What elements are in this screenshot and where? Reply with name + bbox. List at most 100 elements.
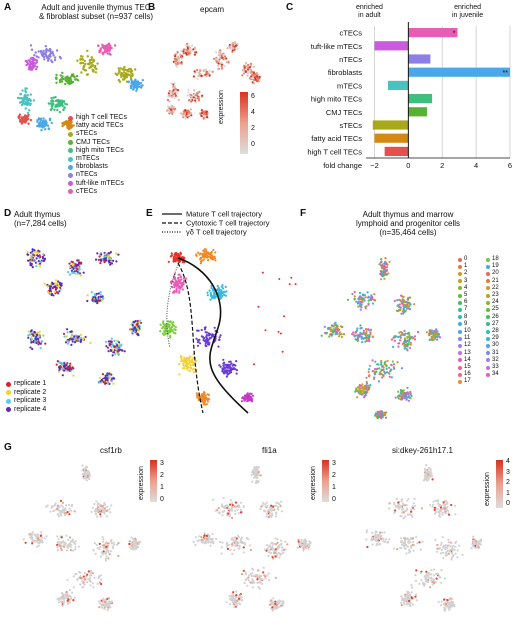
cell-point <box>41 122 44 126</box>
cell-point <box>26 94 30 97</box>
cell-point <box>413 497 416 500</box>
legend-swatch <box>486 293 490 298</box>
cell-point <box>229 499 232 502</box>
cell-point <box>278 503 281 506</box>
cell-point <box>116 543 119 546</box>
cell-point <box>107 549 110 553</box>
cell-point <box>257 586 260 589</box>
cell-point <box>106 346 110 349</box>
cluster-label: 12 <box>464 342 471 349</box>
cell-point <box>30 63 33 66</box>
cell-point <box>196 77 199 80</box>
cell-point <box>37 544 40 547</box>
cell-point <box>356 396 359 399</box>
cell-point <box>204 248 207 251</box>
cluster-label: 10 <box>464 328 471 334</box>
cell-point <box>27 336 30 339</box>
cell-point <box>36 119 39 122</box>
cell-point <box>111 342 114 345</box>
legend-swatch <box>486 365 490 370</box>
cell-point <box>175 88 178 91</box>
cluster-legend-item: 23 <box>486 292 499 299</box>
cell-point <box>264 329 267 332</box>
cell-point <box>232 367 235 370</box>
cell-point <box>75 74 79 78</box>
cell-point <box>36 533 40 536</box>
cell-point <box>182 364 185 367</box>
cell-point <box>234 512 237 515</box>
cell-point <box>73 337 77 340</box>
cell-point <box>382 412 385 415</box>
cell-point <box>420 507 424 510</box>
cell-point <box>84 474 87 477</box>
cell-point <box>93 293 96 296</box>
cell-point <box>37 541 40 544</box>
cell-point <box>397 395 400 398</box>
cluster-label: 20 <box>492 270 499 277</box>
cell-point <box>45 49 49 52</box>
cell-point <box>395 309 398 312</box>
cell-point <box>27 330 30 333</box>
cell-point <box>367 339 370 342</box>
cell-point <box>448 513 451 516</box>
cell-point <box>438 511 441 514</box>
cell-point <box>94 512 97 515</box>
cell-point <box>81 55 84 58</box>
cell-point <box>247 63 250 66</box>
cell-point <box>65 103 69 106</box>
cell-point <box>439 506 442 509</box>
cell-point <box>369 298 373 301</box>
cell-point <box>383 531 386 534</box>
cell-point <box>190 100 193 103</box>
cell-point <box>108 342 111 345</box>
cell-point <box>220 63 224 66</box>
cell-point <box>63 366 66 369</box>
cell-point <box>383 277 386 280</box>
cell-point <box>48 117 52 121</box>
cell-point <box>359 387 363 390</box>
cell-point <box>38 333 41 336</box>
cell-point <box>211 333 214 336</box>
cell-point <box>22 538 25 541</box>
cell-point <box>213 293 216 296</box>
cell-point <box>196 344 200 347</box>
cell-point <box>31 259 34 262</box>
cell-point <box>62 602 65 605</box>
cell-point <box>232 44 235 48</box>
cell-point <box>181 288 184 291</box>
cell-point <box>431 505 434 508</box>
cell-point <box>79 336 83 339</box>
cell-point <box>181 113 184 116</box>
cell-point <box>31 347 34 351</box>
cell-point <box>237 504 240 507</box>
cell-point <box>215 537 218 540</box>
cell-point <box>244 70 247 73</box>
cell-point <box>403 347 406 350</box>
cell-point <box>112 377 115 380</box>
cell-point <box>51 283 54 286</box>
cell-point <box>404 343 407 346</box>
cell-point <box>42 334 45 337</box>
cell-point <box>259 507 262 510</box>
cell-point <box>71 503 74 506</box>
cell-point <box>201 538 204 541</box>
cell-point <box>74 542 77 546</box>
cell-point <box>371 359 374 362</box>
cell-point <box>187 109 190 112</box>
cell-point <box>260 578 264 581</box>
cell-point <box>94 71 98 74</box>
cell-point <box>243 64 246 67</box>
cluster-legend-item: 33 <box>486 364 499 371</box>
cell-point <box>274 602 277 605</box>
cell-point <box>114 72 117 75</box>
cell-point <box>51 286 55 289</box>
cell-point <box>360 337 363 340</box>
cell-point <box>216 284 219 288</box>
cell-point <box>69 549 73 552</box>
cell-point <box>96 510 99 513</box>
cell-point <box>425 471 429 474</box>
cell-point <box>21 101 25 105</box>
bar <box>408 94 433 104</box>
cell-point <box>429 472 432 475</box>
cell-point <box>45 535 48 538</box>
